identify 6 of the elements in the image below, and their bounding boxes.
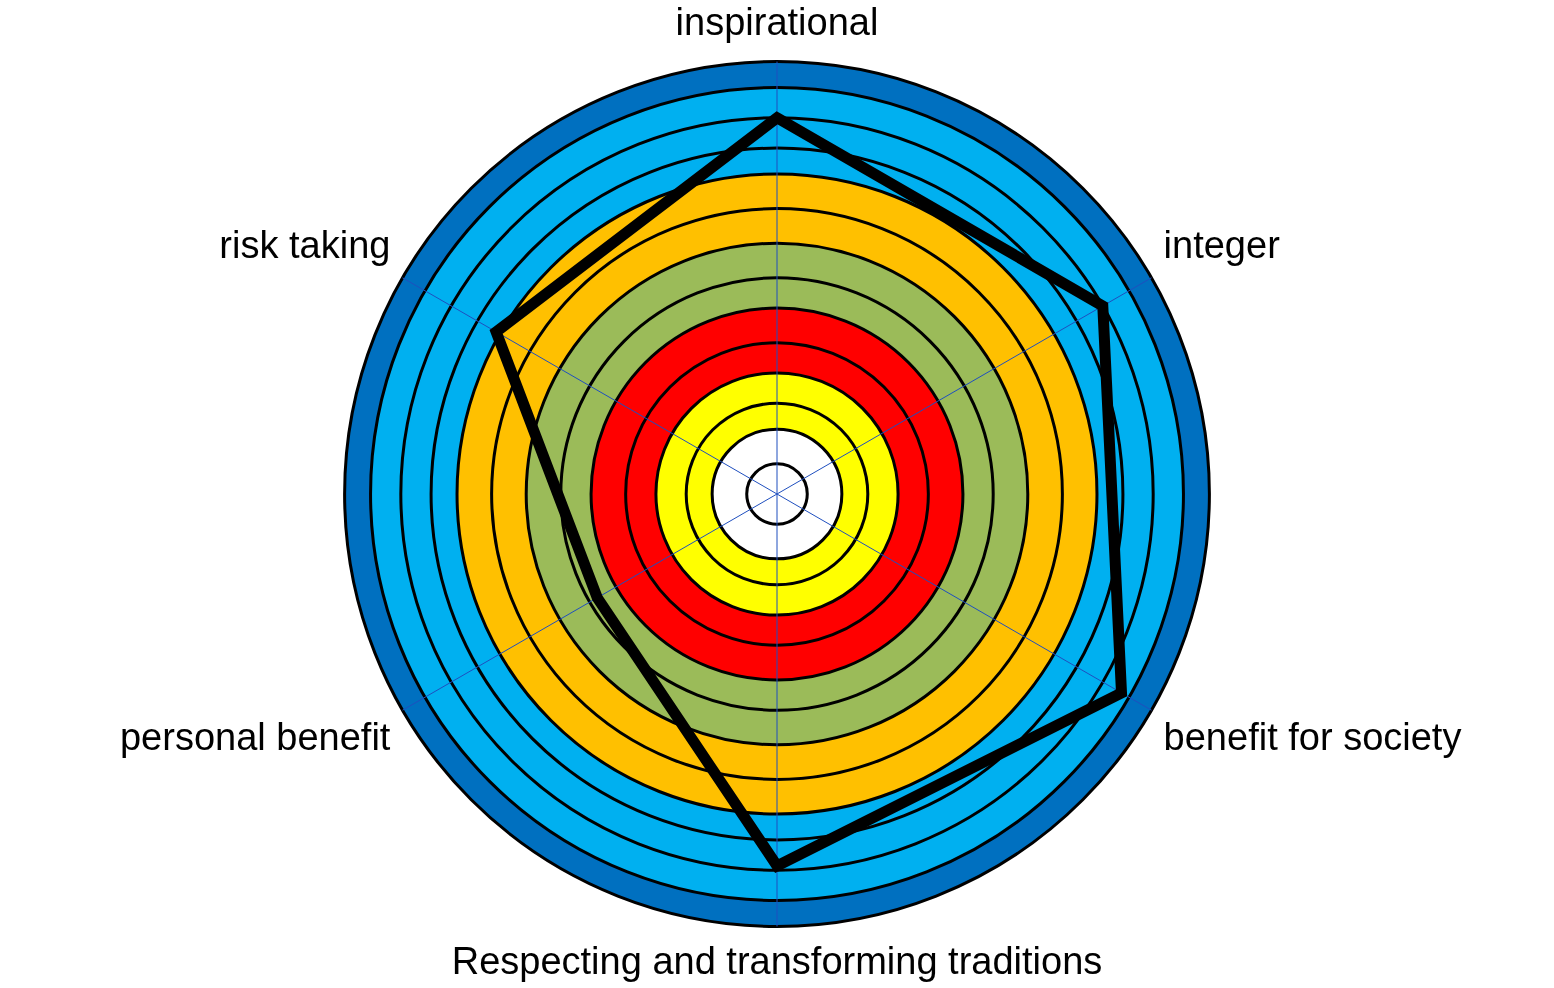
spoke-label: risk taking [219,224,391,267]
spoke-label: benefit for society [1163,716,1462,759]
spoke-label: personal benefit [119,716,391,759]
spoke-label: inspirational [675,1,879,44]
spoke-label: Respecting and transforming traditions [451,939,1103,982]
spoke-label: integer [1163,224,1281,267]
